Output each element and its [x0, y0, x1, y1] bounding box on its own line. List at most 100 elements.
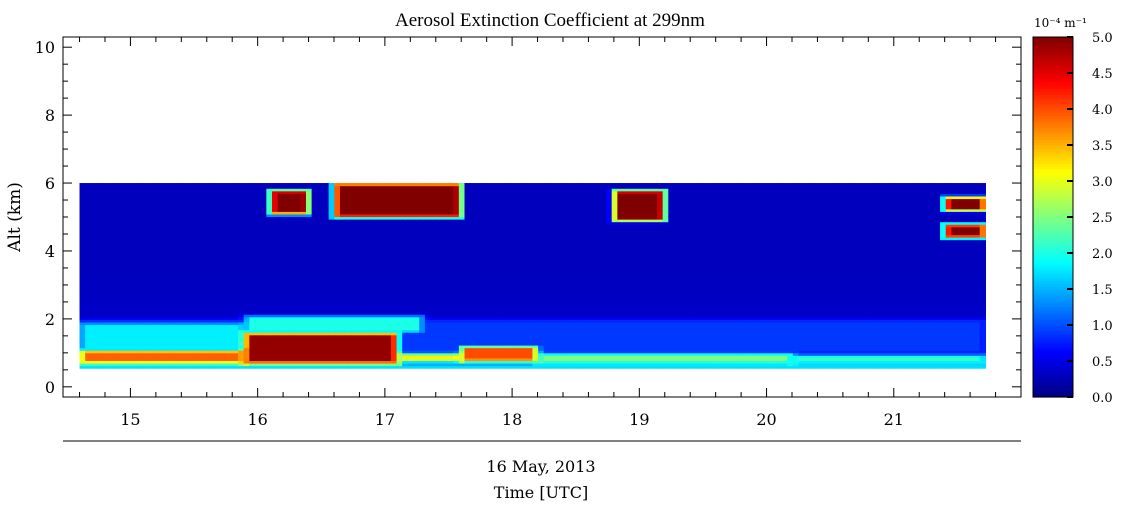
- heatmap-cell: [141, 206, 149, 210]
- heatmap-cell: [334, 332, 341, 336]
- heatmap-cell: [362, 288, 369, 292]
- heatmap-cell: [192, 352, 200, 356]
- heatmap-cell: [255, 342, 262, 346]
- heatmap-cell: [289, 347, 296, 351]
- heatmap-cell: [107, 362, 115, 367]
- heatmap-cell: [317, 319, 324, 323]
- heatmap-cell: [356, 234, 364, 238]
- heatmap-cell: [328, 252, 335, 256]
- heatmap-cell: [413, 355, 420, 359]
- heatmap-cell: [153, 339, 160, 344]
- heatmap-cell: [390, 365, 398, 369]
- heatmap-cell: [447, 257, 454, 261]
- heatmap-cell: [164, 365, 171, 369]
- heatmap-cell: [113, 334, 120, 338]
- heatmap-cell: [221, 291, 228, 295]
- heatmap-cell: [272, 242, 279, 246]
- heatmap-cell: [255, 303, 262, 308]
- heatmap-cell: [402, 293, 409, 297]
- heatmap-cell: [300, 311, 307, 315]
- heatmap-cell: [328, 329, 335, 333]
- heatmap-cell: [447, 213, 454, 218]
- heatmap-cell: [464, 270, 471, 274]
- heatmap-cell: [351, 267, 358, 272]
- heatmap-cell: [209, 237, 217, 241]
- heatmap-cell: [113, 255, 120, 259]
- heatmap-cell: [170, 213, 177, 218]
- heatmap-cell: [413, 231, 420, 236]
- heatmap-cell: [232, 201, 239, 205]
- heatmap-cell: [294, 262, 301, 266]
- heatmap-cell: [328, 262, 335, 266]
- heatmap-cell: [419, 185, 426, 189]
- heatmap-cell: [238, 306, 245, 310]
- heatmap-cell: [192, 303, 200, 308]
- heatmap-cell: [402, 229, 409, 233]
- heatmap-cell: [458, 193, 466, 197]
- heatmap-cell: [164, 190, 171, 194]
- heatmap-cell: [464, 355, 471, 359]
- heatmap-cell: [402, 221, 409, 225]
- heatmap-cell: [373, 332, 381, 336]
- heatmap-cell: [328, 291, 335, 295]
- heatmap-cell: [272, 357, 279, 362]
- heatmap-cell: [209, 201, 217, 205]
- heatmap-cell: [334, 327, 341, 331]
- heatmap-cell: [379, 309, 386, 313]
- heatmap-cell: [204, 280, 211, 284]
- heatmap-cell: [447, 311, 454, 315]
- heatmap-cell: [238, 296, 245, 300]
- heatmap-cell: [119, 298, 126, 302]
- heatmap-cell: [402, 273, 409, 277]
- heatmap-cell: [85, 244, 92, 248]
- heatmap-cell: [209, 311, 217, 315]
- heatmap-cell: [453, 265, 460, 269]
- heatmap-cell: [283, 362, 290, 367]
- heatmap-cell: [351, 252, 358, 256]
- heatmap-cell: [345, 198, 352, 202]
- heatmap-cell: [407, 257, 415, 261]
- heatmap-cell: [300, 324, 307, 328]
- heatmap-cell: [453, 219, 460, 223]
- heatmap-cell: [124, 311, 132, 315]
- heatmap-cell: [334, 234, 341, 238]
- heatmap-cell: [255, 203, 262, 207]
- heatmap-cell: [458, 345, 466, 349]
- heatmap-cell: [102, 303, 109, 308]
- heatmap-cell: [243, 327, 250, 331]
- heatmap-cell: [90, 301, 98, 305]
- heatmap-cell: [215, 219, 222, 223]
- heatmap-cell: [153, 329, 160, 333]
- heatmap-cell: [368, 291, 375, 295]
- heatmap-cell: [424, 298, 432, 302]
- heatmap-cell: [283, 257, 290, 261]
- heatmap-cell: [260, 252, 267, 256]
- heatmap-cell: [407, 208, 415, 212]
- heatmap-cell: [356, 195, 364, 200]
- heatmap-cell: [238, 216, 245, 220]
- heatmap-cell: [379, 285, 386, 290]
- heatmap-cell: [141, 288, 149, 292]
- heatmap-cell: [204, 293, 211, 297]
- heatmap-cell: [419, 275, 426, 279]
- heatmap-cell: [385, 339, 392, 344]
- heatmap-cell: [447, 339, 454, 344]
- heatmap-cell: [96, 278, 103, 282]
- heatmap-cell: [192, 193, 200, 197]
- heatmap-cell: [113, 275, 120, 279]
- heatmap-cell: [226, 355, 233, 359]
- heatmap-cell: [266, 362, 273, 367]
- heatmap-cell: [79, 242, 86, 246]
- heatmap-cell: [204, 291, 211, 295]
- heatmap-cell: [192, 298, 200, 302]
- heatmap-cell: [277, 298, 284, 302]
- heatmap-cell: [102, 213, 109, 218]
- heatmap-cell: [232, 185, 239, 189]
- heatmap-cell: [368, 352, 375, 356]
- heatmap-cell: [192, 273, 200, 277]
- heatmap-cell: [345, 213, 352, 218]
- heatmap-cell: [209, 213, 217, 218]
- heatmap-cell: [339, 208, 347, 212]
- heatmap-cell: [198, 329, 205, 333]
- heatmap-cell: [306, 293, 313, 297]
